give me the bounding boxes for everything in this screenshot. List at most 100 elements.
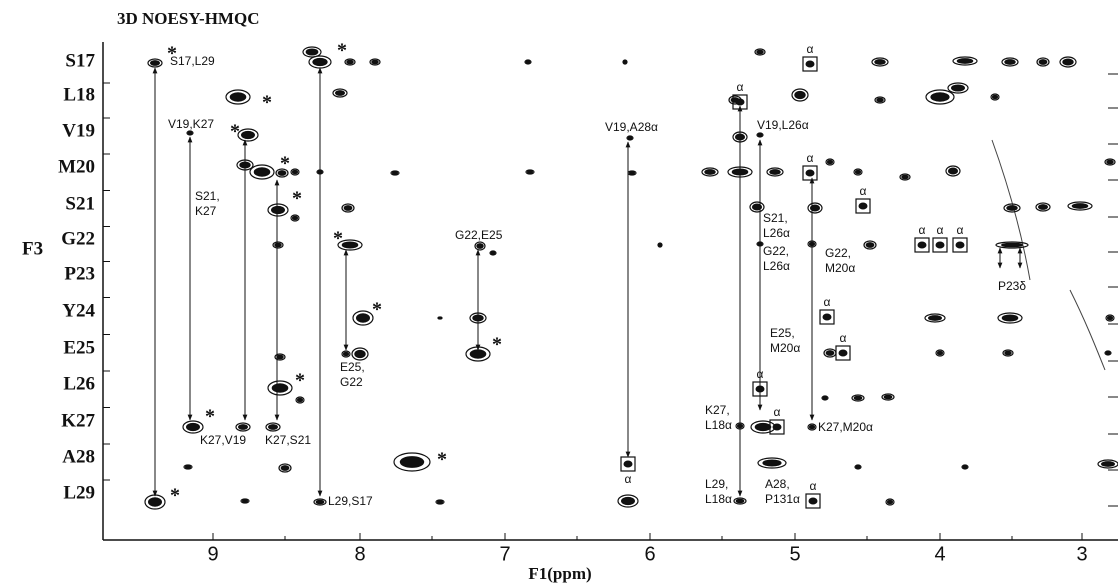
annotation: L26α bbox=[763, 226, 790, 240]
peak-contour bbox=[766, 167, 784, 177]
row-label: E25 bbox=[63, 337, 95, 358]
annotation: S17,L29 bbox=[170, 54, 215, 68]
peak-contour bbox=[1104, 350, 1112, 356]
alpha-box bbox=[932, 237, 948, 253]
peak-core bbox=[1105, 351, 1111, 355]
alpha-marker: α bbox=[919, 223, 926, 237]
peak-core bbox=[991, 94, 999, 100]
peak-core bbox=[736, 423, 744, 429]
peak-contour bbox=[267, 380, 293, 396]
alpha-box bbox=[769, 419, 785, 435]
asterisk: * bbox=[437, 449, 447, 471]
peak-core bbox=[271, 383, 289, 393]
annotation: V19,A28α bbox=[605, 120, 658, 134]
annotation: K27 bbox=[195, 204, 217, 218]
peak-core bbox=[271, 205, 285, 215]
asterisk: * bbox=[295, 370, 305, 392]
peak-contour bbox=[756, 241, 764, 247]
annotation: K27,V19 bbox=[200, 433, 246, 447]
asterisk: * bbox=[492, 334, 502, 356]
asterisk: * bbox=[205, 406, 215, 428]
peak-contour bbox=[935, 349, 945, 357]
peak-core bbox=[291, 169, 299, 175]
peak-core bbox=[876, 97, 884, 103]
peak-contour bbox=[369, 58, 381, 66]
peak-core bbox=[274, 242, 282, 248]
peak-contour bbox=[1035, 202, 1051, 212]
peak-core bbox=[855, 465, 861, 469]
peak-core bbox=[757, 242, 763, 246]
peak-contour bbox=[1001, 57, 1019, 67]
peak-contour bbox=[524, 59, 532, 65]
peak-contour bbox=[749, 201, 765, 213]
peak-core bbox=[354, 349, 366, 359]
peak-contour bbox=[275, 168, 289, 178]
annotation: L18α bbox=[705, 492, 732, 506]
alpha-box bbox=[914, 237, 930, 253]
peak-contour bbox=[874, 96, 886, 104]
peak-contour bbox=[144, 494, 166, 510]
asterisk: * bbox=[337, 40, 347, 62]
peak-contour bbox=[240, 498, 250, 504]
peak-contour bbox=[754, 48, 766, 56]
alpha-marker: α bbox=[807, 151, 814, 165]
annotation: V19,K27 bbox=[168, 117, 214, 131]
peak-contour bbox=[290, 214, 300, 222]
peak-core bbox=[794, 90, 806, 100]
peak-contour bbox=[237, 128, 259, 142]
peak-core bbox=[917, 241, 927, 249]
peak-contour bbox=[1059, 56, 1077, 68]
peak-contour bbox=[1002, 349, 1014, 357]
peak-core bbox=[1004, 350, 1012, 356]
peak-core bbox=[148, 497, 162, 507]
peak-contour bbox=[295, 396, 305, 404]
peak-contour bbox=[791, 88, 809, 102]
peak-core bbox=[476, 243, 484, 249]
peak-contour bbox=[393, 452, 431, 472]
artifact-curve bbox=[1069, 289, 1106, 371]
peak-core bbox=[317, 170, 323, 174]
peak-contour bbox=[807, 240, 817, 248]
alpha-marker: α bbox=[625, 472, 632, 486]
peak-contour bbox=[881, 393, 895, 401]
alpha-box bbox=[802, 165, 818, 181]
peak-core bbox=[1101, 461, 1115, 467]
y-axis-label: F3 bbox=[22, 238, 43, 259]
row-label: L26 bbox=[63, 373, 95, 394]
annotation: M20α bbox=[770, 341, 800, 355]
peak-contour bbox=[622, 59, 628, 65]
alpha-marker: α bbox=[860, 184, 867, 198]
peak-core bbox=[312, 57, 328, 67]
peak-core bbox=[239, 161, 251, 169]
asterisk: * bbox=[262, 92, 272, 114]
peak-contour bbox=[337, 239, 363, 251]
peak-contour bbox=[1105, 314, 1115, 322]
peak-core bbox=[1106, 159, 1114, 165]
peak-contour bbox=[727, 166, 753, 178]
peak-contour bbox=[278, 463, 292, 473]
peak-contour bbox=[274, 353, 286, 361]
peak-core bbox=[754, 422, 772, 432]
peak-core bbox=[346, 59, 354, 65]
peak-core bbox=[525, 60, 531, 64]
peak-contour bbox=[961, 464, 969, 470]
peak-core bbox=[805, 169, 815, 177]
annotation: G22, bbox=[825, 246, 851, 260]
alpha-marker: α bbox=[840, 331, 847, 345]
peak-contour bbox=[617, 494, 639, 508]
peak-contour bbox=[332, 88, 348, 98]
annotation: L18α bbox=[705, 418, 732, 432]
annotation: E25, bbox=[770, 326, 795, 340]
peak-core bbox=[315, 499, 325, 505]
peak-core bbox=[772, 423, 782, 431]
peak-core bbox=[342, 351, 350, 357]
x-tick-label: 8 bbox=[354, 543, 365, 565]
peak-contour bbox=[390, 170, 400, 176]
peak-contour bbox=[302, 46, 322, 58]
peak-core bbox=[808, 497, 818, 505]
annotation: A28, bbox=[765, 477, 790, 491]
peak-contour bbox=[825, 158, 835, 166]
peak-core bbox=[469, 349, 487, 359]
peak-contour bbox=[489, 250, 497, 256]
asterisk: * bbox=[167, 43, 177, 65]
